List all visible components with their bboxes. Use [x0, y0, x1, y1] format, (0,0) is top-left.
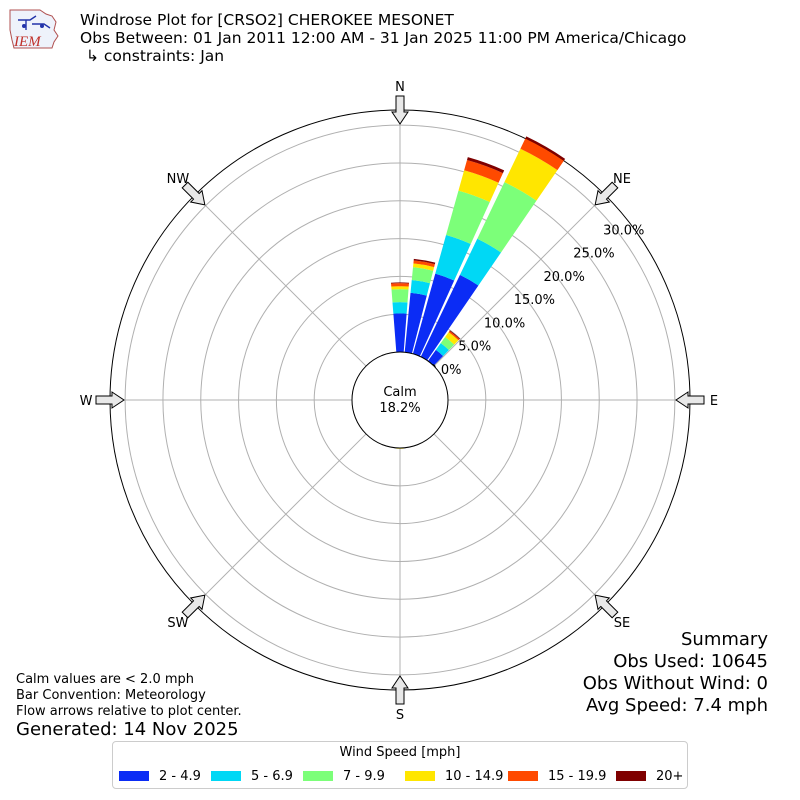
bar-segment [393, 313, 407, 353]
radial-tick-label: 20.0% [544, 270, 585, 285]
legend-label: 5 - 6.9 [251, 768, 293, 784]
bar-segment [413, 263, 435, 271]
grid-spoke [194, 194, 367, 367]
direction-label-n: N [395, 80, 405, 95]
grid-spoke [433, 433, 606, 606]
direction-label-s: S [396, 708, 404, 723]
legend-swatch [119, 771, 149, 781]
obs-between: Obs Between: 01 Jan 2011 12:00 AM - 31 J… [80, 29, 687, 47]
calm-label: Calm [383, 385, 416, 400]
flow-arrow-icon [594, 181, 619, 206]
bar-segment [413, 258, 436, 265]
bar-segment [427, 349, 444, 366]
bar-segment [520, 138, 564, 171]
grid-spoke [194, 433, 367, 606]
bar-segment [404, 292, 427, 354]
bar-segment [411, 267, 434, 284]
bar-segment [435, 343, 449, 356]
bar-segment [391, 289, 409, 303]
legend-label: 15 - 19.9 [548, 768, 607, 784]
bar-segment [391, 286, 409, 290]
iem-logo: IEM [9, 9, 59, 50]
legend: Wind Speed [mph] 2 - 4.9 5 - 6.9 7 - 9.9 10… [112, 741, 688, 789]
summary-obs-used: Obs Used: 10645 [613, 651, 768, 672]
legend-label: 20+ [656, 768, 684, 784]
direction-label-e: E [710, 394, 718, 409]
radial-ticks: 0.0%5.0%10.0%15.0%20.0%25.0%30.0% [428, 223, 644, 378]
radial-tick-label: 30.0% [603, 223, 644, 238]
bar-segment [445, 332, 459, 345]
summary-avg-speed: Avg Speed: 7.4 mph [586, 695, 768, 716]
bar-segment [459, 238, 502, 286]
bar-segment [392, 302, 408, 314]
bar-segment [410, 279, 430, 296]
chart-title: Windrose Plot for [CRSO2] CHEROKEE MESON… [80, 11, 454, 29]
legend-swatch [303, 771, 333, 781]
bar-segment [448, 330, 460, 341]
legend-item: 7 - 9.9 [303, 767, 385, 785]
legend-label: 10 - 14.9 [445, 768, 504, 784]
generated-date: Generated: 14 Nov 2025 [16, 719, 239, 740]
summary-title: Summary [681, 629, 768, 650]
legend-title: Wind Speed [mph] [339, 745, 461, 760]
legend-item: 10 - 14.9 [405, 767, 503, 785]
legend-swatch [211, 771, 241, 781]
bar-segment [440, 336, 455, 351]
logo-text: IEM [13, 34, 42, 50]
bar-segment [446, 190, 490, 245]
bar-segment [449, 330, 461, 340]
bar-convention-note: Bar Convention: Meteorology [16, 688, 206, 703]
summary-obs-without-wind: Obs Without Wind: 0 [582, 673, 768, 694]
calm-circle [351, 351, 449, 449]
calm-value: 18.2% [379, 401, 420, 416]
bar-segment [525, 136, 566, 161]
direction-label-nw: NW [167, 172, 190, 187]
legend-item: 20+ [616, 767, 683, 785]
radial-tick-label: 10.0% [484, 316, 525, 331]
legend-label: 7 - 9.9 [343, 768, 385, 784]
direction-labels: N NE E SE S SW W NW [80, 80, 719, 723]
flow-arrows-note: Flow arrows relative to plot center. [16, 704, 242, 719]
legend-item: 15 - 19.9 [508, 767, 606, 785]
bar-segment [435, 235, 471, 281]
flow-arrow-icon [181, 181, 206, 206]
legend-item: 2 - 4.9 [119, 767, 201, 785]
flow-arrow-icon [95, 391, 125, 409]
radial-tick-label: 15.0% [514, 293, 555, 308]
legend-label: 2 - 4.9 [159, 768, 201, 784]
windrose-bars [390, 136, 566, 449]
grid-spoke [433, 194, 606, 367]
bar-segment [391, 283, 409, 287]
flow-arrow-icon [391, 675, 409, 705]
bar-segment [464, 160, 503, 183]
flow-arrow-icon [594, 594, 619, 619]
legend-item: 5 - 6.9 [211, 767, 293, 785]
bar-segment [467, 157, 505, 174]
bar-segment [504, 148, 558, 201]
legend-swatch [508, 771, 538, 781]
bar-segment [477, 182, 537, 253]
bar-segment [413, 260, 435, 268]
direction-label-sw: SW [167, 616, 188, 631]
radial-tick-label: 5.0% [458, 340, 491, 355]
bar-segment [412, 273, 455, 357]
bar-segment [420, 274, 479, 361]
legend-swatch [405, 771, 435, 781]
radial-tick-label: 25.0% [573, 247, 614, 262]
flow-arrow-icon [181, 594, 206, 619]
flow-arrow-icon [675, 391, 705, 409]
bar-segment [458, 170, 499, 203]
calm-note: Calm values are < 2.0 mph [16, 672, 195, 687]
direction-label-w: W [80, 394, 93, 409]
bar-segment [390, 282, 410, 284]
direction-label-ne: NE [613, 172, 631, 187]
flow-arrow-icon [391, 95, 409, 125]
constraints: ↳ constraints: Jan [86, 47, 225, 65]
direction-label-se: SE [614, 616, 630, 631]
legend-swatch [616, 771, 646, 781]
